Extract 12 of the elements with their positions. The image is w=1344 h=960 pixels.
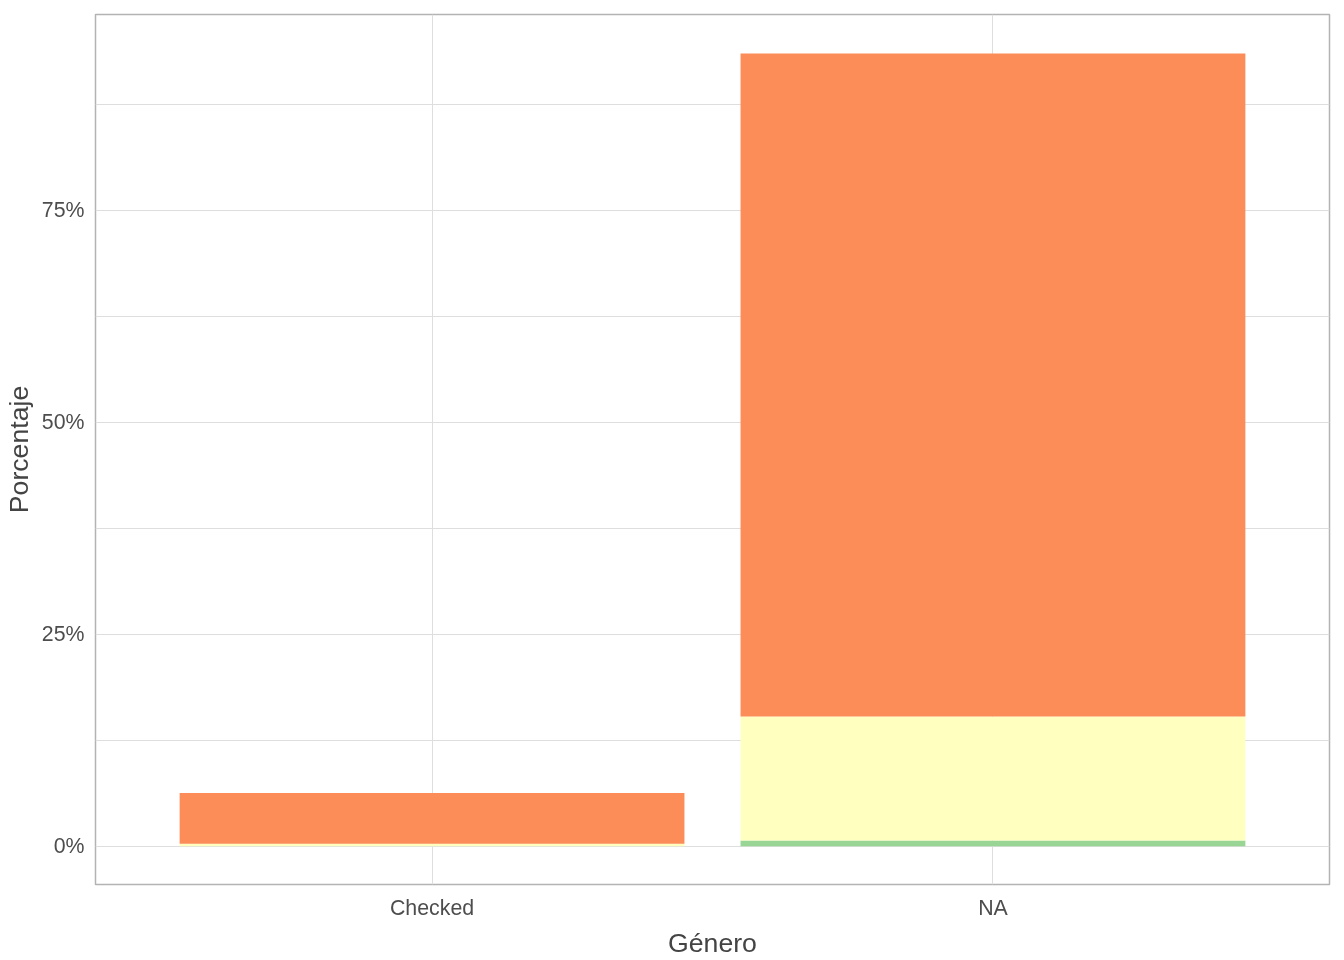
- y-tick-label: 50%: [41, 410, 85, 435]
- x-tick-label: NA: [978, 895, 1009, 920]
- bar: [179, 792, 685, 844]
- bar: [740, 840, 1246, 847]
- y-tick-label: 75%: [41, 198, 85, 223]
- bar: [740, 716, 1246, 841]
- y-tick-label: 0%: [53, 834, 85, 859]
- y-tick-label: 25%: [41, 622, 85, 647]
- x-tick-label: Checked: [389, 895, 475, 920]
- y-axis-title: Porcentaje: [3, 385, 34, 514]
- bar: [740, 53, 1246, 717]
- x-axis-title: Género: [668, 927, 757, 958]
